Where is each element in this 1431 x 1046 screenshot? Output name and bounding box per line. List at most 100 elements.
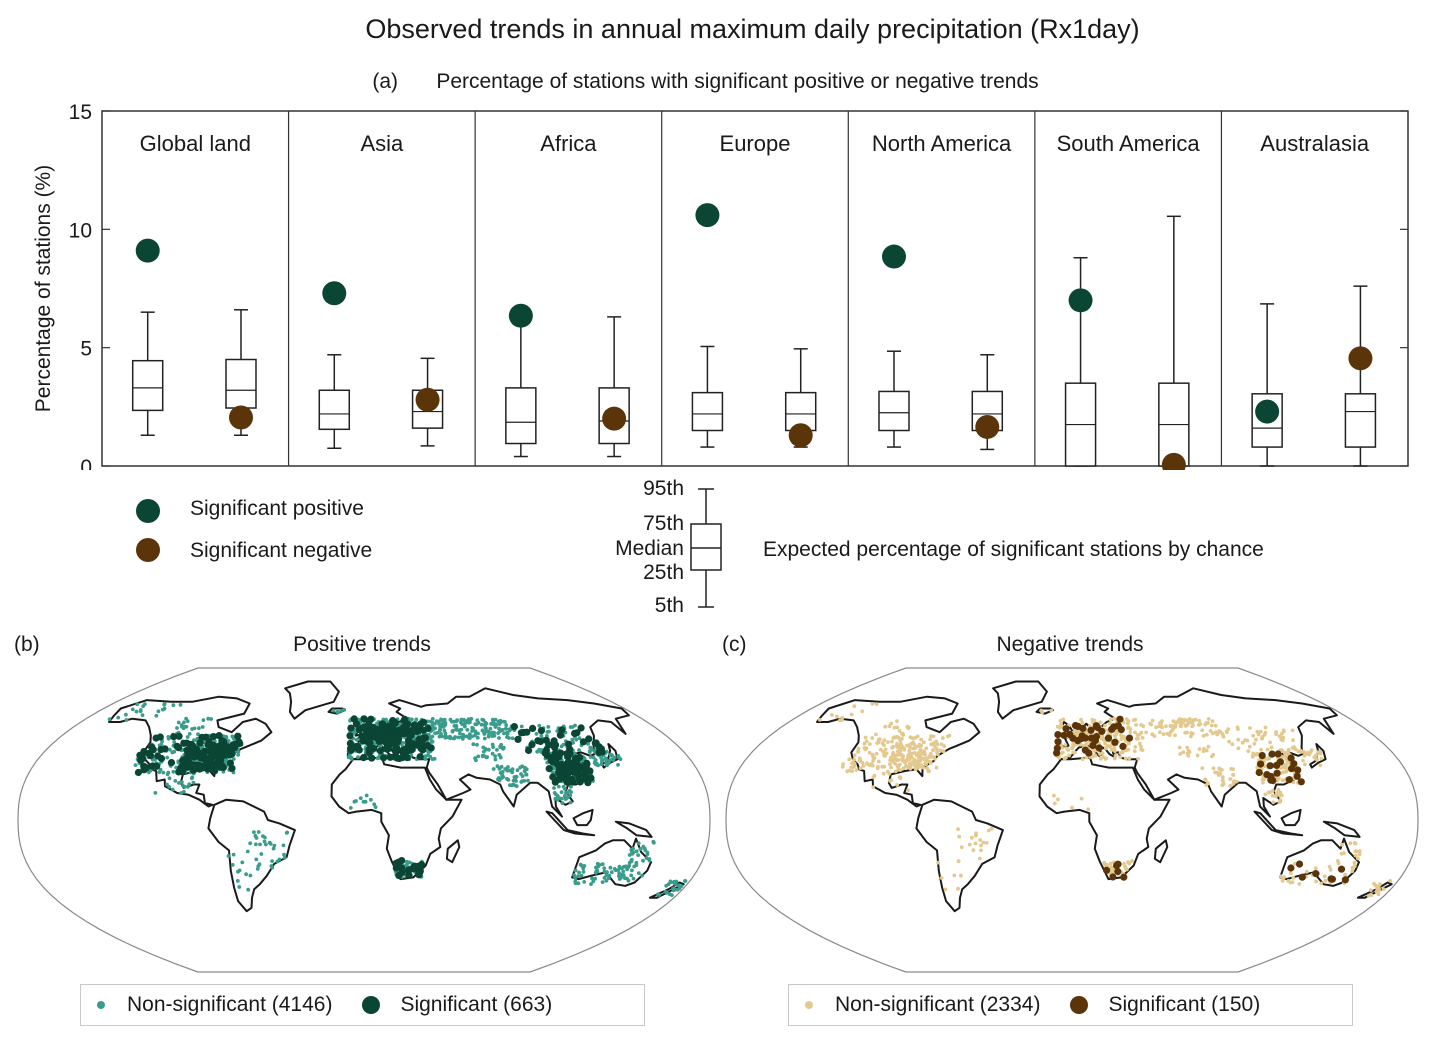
station-nonsignificant	[604, 757, 609, 762]
station-significant	[355, 746, 363, 754]
station-nonsignificant	[1388, 879, 1393, 883]
station-nonsignificant	[1187, 749, 1191, 754]
station-significant	[380, 724, 388, 732]
station-nonsignificant	[1090, 717, 1095, 722]
station-nonsignificant	[911, 736, 915, 741]
station-nonsignificant	[486, 747, 491, 752]
station-nonsignificant	[569, 784, 573, 789]
station-nonsignificant	[493, 754, 497, 758]
station-nonsignificant	[1173, 733, 1177, 738]
station-significant	[397, 864, 406, 872]
station-nonsignificant	[223, 758, 228, 763]
station-nonsignificant	[1177, 745, 1182, 750]
station-nonsignificant	[593, 876, 597, 881]
station-nonsignificant	[591, 755, 596, 760]
station-significant	[196, 765, 204, 773]
station-nonsignificant	[1282, 750, 1287, 755]
station-nonsignificant	[170, 787, 175, 792]
station-nonsignificant	[631, 876, 636, 881]
coastline-south-america	[915, 798, 1004, 913]
box-key-median: Median	[615, 537, 684, 560]
station-nonsignificant	[497, 736, 501, 740]
station-nonsignificant	[1278, 790, 1283, 795]
coastline-borneo	[1280, 808, 1302, 827]
station-nonsignificant	[448, 734, 452, 739]
station-nonsignificant	[167, 785, 172, 789]
station-nonsignificant	[1297, 882, 1302, 886]
station-nonsignificant	[1191, 718, 1196, 723]
station-nonsignificant	[923, 756, 928, 761]
station-nonsignificant	[876, 737, 881, 742]
box-iqr	[225, 358, 257, 409]
station-nonsignificant	[576, 874, 580, 878]
station-nonsignificant	[906, 788, 910, 793]
station-nonsignificant	[264, 842, 268, 847]
station-nonsignificant	[970, 835, 974, 840]
station-nonsignificant	[1098, 752, 1102, 756]
station-nonsignificant	[936, 860, 940, 865]
station-nonsignificant	[582, 864, 587, 868]
station-nonsignificant	[1165, 731, 1170, 736]
station-nonsignificant	[483, 722, 488, 727]
station-nonsignificant	[867, 742, 872, 746]
station-nonsignificant	[490, 717, 495, 722]
station-nonsignificant	[1211, 766, 1216, 771]
station-nonsignificant	[443, 721, 448, 726]
station-nonsignificant	[1093, 748, 1098, 753]
station-nonsignificant	[1112, 733, 1117, 738]
station-nonsignificant	[1149, 722, 1154, 727]
station-significant	[173, 742, 181, 750]
station-significant	[346, 739, 354, 747]
station-nonsignificant	[921, 765, 926, 770]
station-nonsignificant	[917, 742, 922, 747]
station-nonsignificant	[482, 736, 487, 741]
station-nonsignificant	[1150, 718, 1155, 723]
station-nonsignificant	[895, 725, 900, 730]
station-nonsignificant	[1140, 748, 1145, 752]
station-significant	[549, 773, 557, 781]
station-nonsignificant	[959, 873, 963, 878]
station-nonsignificant	[1201, 733, 1206, 738]
station-nonsignificant	[1288, 871, 1293, 876]
station-nonsignificant	[1070, 805, 1074, 810]
station-significant	[1087, 734, 1095, 742]
panel-a-box-chart: 0 5 10 15 Percentage of stations (%) Global l…	[32, 101, 1409, 470]
station-nonsignificant	[1127, 756, 1132, 761]
station-nonsignificant	[1280, 748, 1284, 753]
station-significant	[529, 724, 537, 732]
station-significant	[400, 717, 408, 725]
point-significant-negative	[975, 414, 1000, 439]
station-nonsignificant	[1098, 720, 1103, 725]
station-nonsignificant	[589, 748, 594, 752]
station-nonsignificant	[1101, 755, 1106, 759]
figure-title: Observed trends in annual maximum daily …	[365, 14, 1140, 44]
station-nonsignificant	[159, 742, 164, 747]
coastline-south-america	[207, 798, 296, 913]
station-nonsignificant	[259, 852, 264, 856]
station-nonsignificant	[852, 757, 856, 762]
station-nonsignificant	[503, 726, 508, 731]
station-significant	[149, 746, 157, 754]
station-nonsignificant	[480, 754, 485, 759]
station-significant	[1120, 873, 1128, 881]
station-nonsignificant	[1270, 793, 1275, 798]
station-nonsignificant	[1342, 851, 1346, 856]
station-nonsignificant	[636, 853, 640, 857]
coastline-indonesia	[1253, 810, 1304, 837]
station-nonsignificant	[1053, 801, 1057, 806]
station-nonsignificant	[864, 739, 869, 744]
station-nonsignificant	[568, 800, 573, 805]
station-nonsignificant	[1381, 887, 1386, 892]
station-nonsignificant	[629, 849, 634, 854]
station-nonsignificant	[1251, 733, 1256, 738]
station-nonsignificant	[883, 747, 888, 752]
station-nonsignificant	[1204, 748, 1209, 753]
region-label: North America	[872, 131, 1012, 156]
station-nonsignificant	[1125, 726, 1130, 730]
station-nonsignificant	[375, 756, 380, 761]
station-nonsignificant	[1280, 879, 1285, 883]
coastline-japan	[1309, 743, 1327, 769]
station-nonsignificant	[454, 726, 459, 731]
station-nonsignificant	[452, 724, 457, 728]
station-nonsignificant	[989, 826, 994, 831]
